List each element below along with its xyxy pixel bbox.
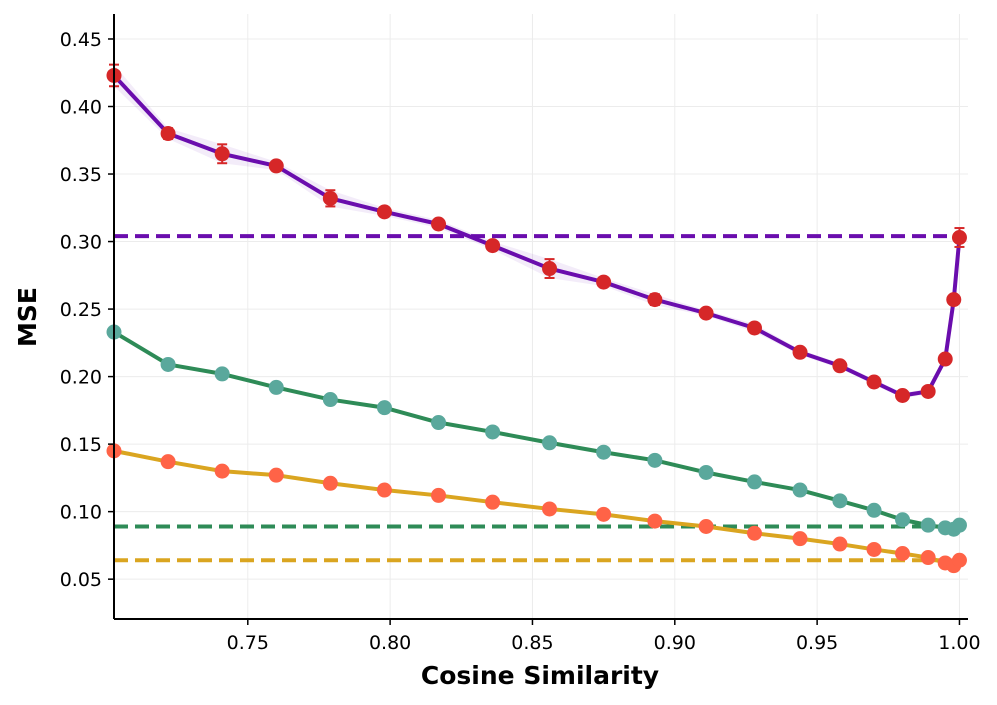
green-data-point — [866, 502, 882, 518]
green-data-point — [698, 464, 714, 480]
green-data-point — [322, 392, 338, 408]
ticks: 0.75 0.80 0.85 0.90 0.95 1.00 0.05 0.10 0.15 0.20… — [60, 29, 981, 654]
gold-data-point — [647, 513, 663, 529]
green-data-point — [832, 493, 848, 509]
y-tick-label: 0.40 — [60, 97, 102, 119]
y-tick-label: 0.05 — [60, 569, 102, 591]
green-data-point — [160, 356, 176, 372]
gold-data-point — [214, 463, 230, 479]
green-series — [106, 324, 967, 537]
y-axis-label: MSE — [13, 287, 42, 347]
gold-data-point — [322, 475, 338, 491]
x-tick-label: 1.00 — [938, 632, 980, 654]
x-tick-label: 0.80 — [369, 632, 411, 654]
gold-data-point — [832, 536, 848, 552]
purple-data-point — [647, 292, 663, 308]
gold-series — [106, 443, 967, 574]
x-tick-label: 0.95 — [796, 632, 838, 654]
purple-error-band — [114, 64, 960, 399]
green-data-point — [376, 400, 392, 416]
gold-line — [113, 448, 961, 568]
green-data-point — [596, 444, 612, 460]
purple-data-point — [376, 204, 392, 220]
gold-data-point — [895, 546, 911, 562]
reference-lines — [114, 234, 960, 563]
purple-data-point — [895, 388, 911, 404]
y-tick-label: 0.35 — [60, 164, 102, 186]
green-data-point — [895, 512, 911, 528]
purple-data-point — [937, 351, 953, 367]
gold-data-point — [920, 550, 936, 566]
purple-data-point — [268, 158, 284, 174]
y-tick-label: 0.45 — [60, 29, 102, 51]
purple-data-point — [747, 320, 762, 336]
green-data-point — [792, 482, 808, 498]
y-tick-label: 0.20 — [60, 367, 102, 389]
axes — [113, 14, 968, 620]
gold-data-point — [792, 531, 808, 547]
y-tick-label: 0.25 — [60, 299, 102, 321]
gold-data-point — [160, 454, 176, 470]
green-data-point — [542, 435, 558, 451]
gold-data-point — [268, 467, 284, 483]
green-data-point — [747, 474, 762, 490]
x-tick-label: 0.85 — [511, 632, 553, 654]
gold-data-point — [485, 494, 501, 510]
green-data-point — [268, 379, 284, 395]
gold-data-point — [698, 518, 714, 534]
purple-data-point — [431, 216, 447, 232]
gold-data-point — [376, 482, 392, 498]
green-data-point — [647, 452, 663, 468]
green-data-point — [431, 415, 447, 431]
green-data-point — [951, 517, 967, 533]
green-data-point — [214, 366, 230, 382]
gold-data-point — [951, 552, 967, 568]
grid-layer — [114, 14, 968, 619]
purple-data-point — [920, 383, 936, 399]
x-tick-label: 0.90 — [654, 632, 696, 654]
x-axis-label: Cosine Similarity — [421, 661, 659, 690]
y-tick-label: 0.10 — [60, 502, 102, 524]
gold-data-point — [596, 506, 612, 522]
purple-data-point — [214, 146, 230, 162]
green-data-point — [920, 517, 936, 533]
purple-data-point — [946, 292, 962, 308]
purple-data-point — [322, 190, 338, 206]
x-tick-label: 0.75 — [227, 632, 269, 654]
purple-data-point — [160, 126, 176, 142]
gold-data-point — [431, 487, 447, 503]
gold-data-point — [747, 525, 762, 541]
green-data-point — [485, 424, 501, 440]
purple-data-point — [542, 261, 558, 277]
purple-data-point — [596, 274, 612, 290]
y-tick-label: 0.30 — [60, 232, 102, 254]
purple-data-point — [698, 305, 714, 321]
purple-data-point — [866, 374, 882, 390]
series-layer — [106, 63, 967, 574]
gold-data-point — [542, 501, 558, 517]
purple-data-point — [832, 358, 848, 374]
purple-data-point — [951, 229, 967, 245]
purple-data-point — [485, 238, 501, 254]
gold-data-point — [866, 541, 882, 557]
purple-series — [106, 63, 967, 404]
purple-data-point — [792, 344, 808, 360]
y-tick-label: 0.15 — [60, 434, 102, 456]
